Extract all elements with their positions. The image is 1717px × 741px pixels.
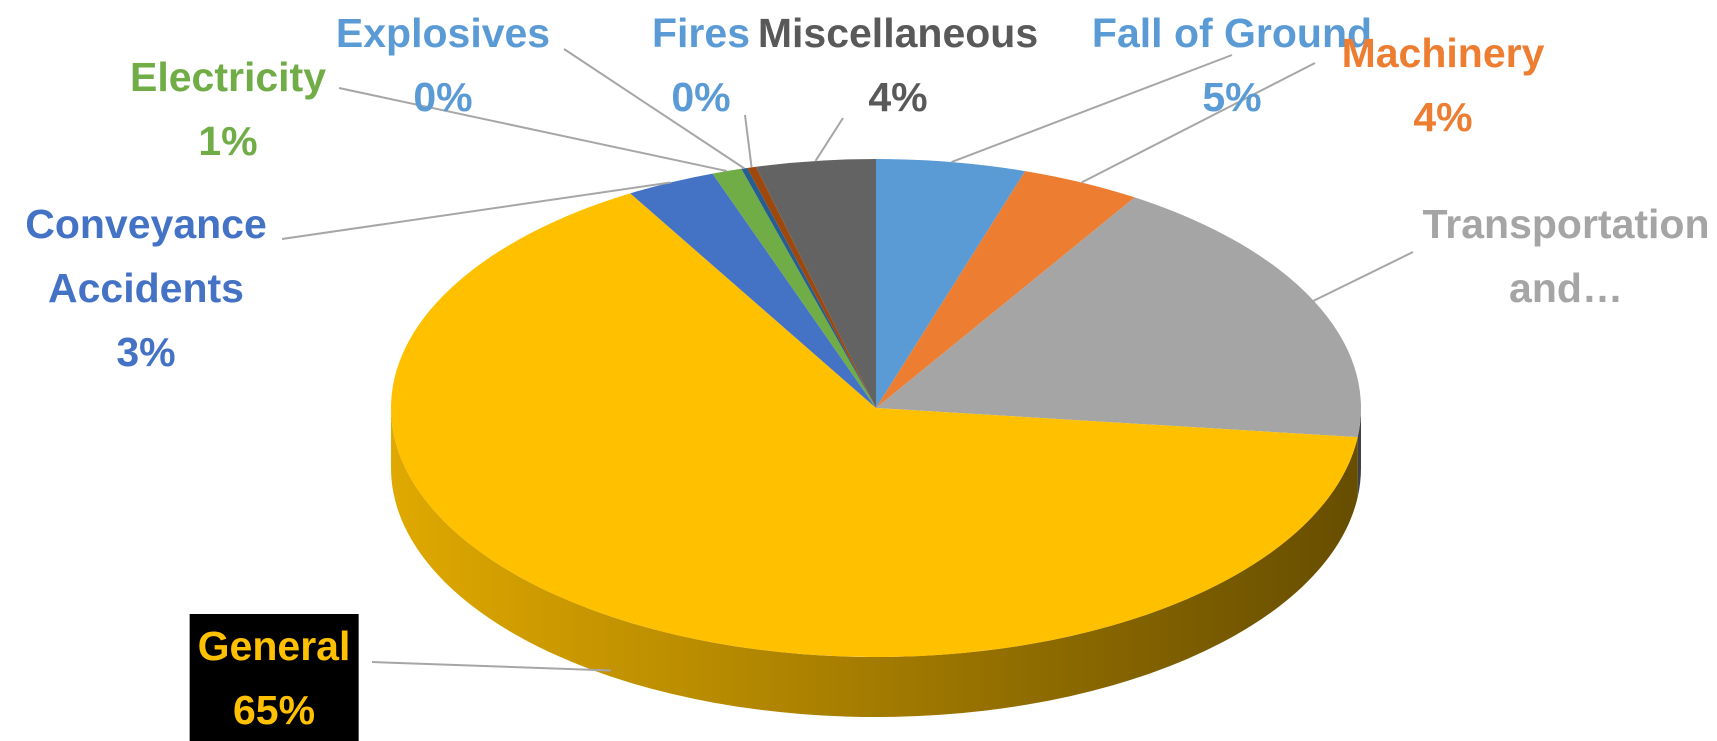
label-value: 4% (758, 65, 1038, 129)
data-label: Transportation and… (1421, 192, 1711, 320)
label-name: Fires (652, 1, 750, 65)
label-value: 65% (198, 678, 351, 741)
label-value: 0% (652, 65, 750, 129)
leader-line (1314, 252, 1413, 301)
label-name: Explosives (336, 1, 550, 65)
label-name: Miscellaneous (758, 1, 1038, 65)
label-name: Transportation and… (1421, 192, 1711, 320)
label-name: General (198, 614, 351, 678)
leader-line (372, 662, 611, 671)
label-name: Electricity (130, 45, 326, 109)
chart: Fall of Ground5%Machinery4%Transportatio… (0, 0, 1717, 741)
label-value: 1% (130, 109, 326, 173)
label-value: 5% (1092, 65, 1372, 129)
label-name: Machinery (1342, 21, 1545, 85)
label-name: Conveyance Accidents (11, 192, 281, 320)
label-value: 4% (1342, 85, 1545, 149)
label-value: 3% (11, 320, 281, 384)
label-value: 0% (336, 65, 550, 129)
label-name: Fall of Ground (1092, 1, 1372, 65)
